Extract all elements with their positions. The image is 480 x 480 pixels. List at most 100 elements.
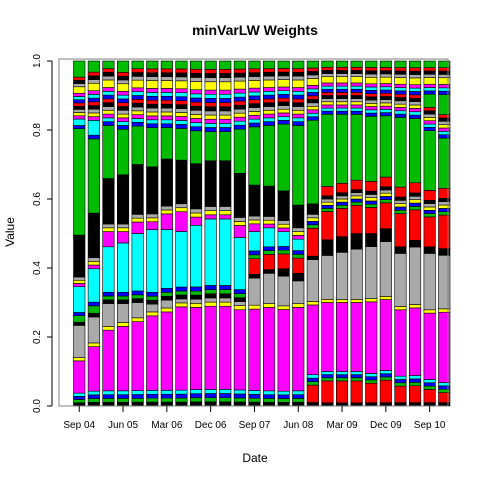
bar-segment <box>117 223 130 229</box>
bar-segment <box>277 90 290 95</box>
bar-segment <box>306 116 319 121</box>
bar-segment <box>190 286 203 292</box>
bar-segment <box>219 301 232 307</box>
bar-segment <box>394 385 407 403</box>
bar-segment <box>365 197 378 202</box>
bar-segment <box>277 398 290 403</box>
bar-segment <box>87 401 100 407</box>
bar-segment <box>160 123 173 128</box>
bar-segment <box>102 68 115 73</box>
bar-segment <box>292 117 305 122</box>
bar-segment <box>321 107 334 112</box>
bar-segment <box>379 186 392 191</box>
bar-segment <box>131 298 144 303</box>
bar-segment <box>350 85 363 90</box>
bar-segment <box>262 60 276 69</box>
bar-segment <box>87 212 100 258</box>
bar-segment <box>321 114 334 187</box>
bar-segment <box>306 384 319 403</box>
bar-segment <box>233 68 246 74</box>
bar-segment <box>102 390 115 395</box>
bar-segment <box>102 223 115 229</box>
bar-segment <box>175 124 188 129</box>
bar-segment <box>102 303 115 327</box>
bar-segment <box>335 114 349 184</box>
bar-segment <box>204 98 217 103</box>
bar-segment <box>248 126 261 186</box>
bar-segment <box>175 112 188 117</box>
bar-segment <box>292 79 305 88</box>
bar-segment <box>248 103 261 108</box>
bar-segment <box>335 70 349 74</box>
bar-segment <box>204 218 217 286</box>
bar-segment <box>262 75 276 81</box>
bar-segment <box>160 205 173 211</box>
bar-segment <box>117 60 130 73</box>
bar-segment <box>277 227 290 232</box>
bar-segment <box>233 217 246 222</box>
bar-segment <box>131 125 144 165</box>
bar-segment <box>350 98 363 103</box>
bar-segment <box>190 216 203 226</box>
bar-segment <box>292 257 305 274</box>
bar-segment <box>131 122 144 127</box>
bar-segment <box>175 100 188 105</box>
bar-segment <box>131 401 144 407</box>
bar-segment <box>408 195 422 200</box>
bar-segment <box>365 76 378 85</box>
bar-segment <box>365 301 378 374</box>
bar-segment <box>408 77 422 85</box>
bar-segment <box>408 199 422 204</box>
bar-segment <box>365 379 378 384</box>
bar-segment <box>73 234 86 278</box>
bar-segment <box>219 218 232 286</box>
bar-segment <box>248 72 261 77</box>
bar-segment <box>262 307 276 392</box>
bar-segment <box>190 298 203 304</box>
bar-segment <box>408 182 422 194</box>
bar-segment <box>146 119 159 125</box>
bar-segment <box>102 106 115 111</box>
bar-segment <box>117 291 130 297</box>
bar-segment <box>175 76 188 82</box>
bar-segment <box>321 374 334 379</box>
bar-segment <box>306 304 319 375</box>
bar-segment <box>160 401 173 407</box>
bar-segment <box>146 72 159 77</box>
bar-segment <box>423 213 436 218</box>
bar-segment <box>219 77 232 83</box>
bar-segment <box>379 86 392 91</box>
bar-segment <box>87 312 100 318</box>
bar-segment <box>408 385 422 403</box>
bar-segment <box>306 224 319 229</box>
bar-segment <box>87 398 100 403</box>
bar-segment <box>306 88 319 93</box>
bar-segment <box>306 85 319 90</box>
bar-segment <box>306 71 319 76</box>
bar-segment <box>73 283 86 288</box>
bar-segment <box>146 76 159 81</box>
bar-segment <box>335 299 349 303</box>
bar-segment <box>248 111 261 116</box>
bar-segment <box>306 217 319 222</box>
bar-segment <box>350 60 363 68</box>
bar-segment <box>277 94 290 99</box>
bar-segment <box>408 202 422 207</box>
bar-segment <box>423 93 436 108</box>
bar-segment <box>204 89 217 95</box>
bar-segment <box>379 115 392 178</box>
bar-segment <box>160 311 173 391</box>
bar-segment <box>408 114 422 119</box>
bar-segment <box>146 80 159 89</box>
bar-segment <box>102 125 115 179</box>
bar-segment <box>408 375 422 380</box>
bar-segment <box>306 109 319 114</box>
bar-segment <box>146 103 159 109</box>
bar-segment <box>365 96 378 101</box>
bar-segment <box>365 89 378 94</box>
bar-segment <box>408 307 422 376</box>
bar-segment <box>73 392 86 397</box>
bar-segment <box>204 397 217 403</box>
bar-segment <box>204 389 217 394</box>
bar-segment <box>73 80 86 84</box>
